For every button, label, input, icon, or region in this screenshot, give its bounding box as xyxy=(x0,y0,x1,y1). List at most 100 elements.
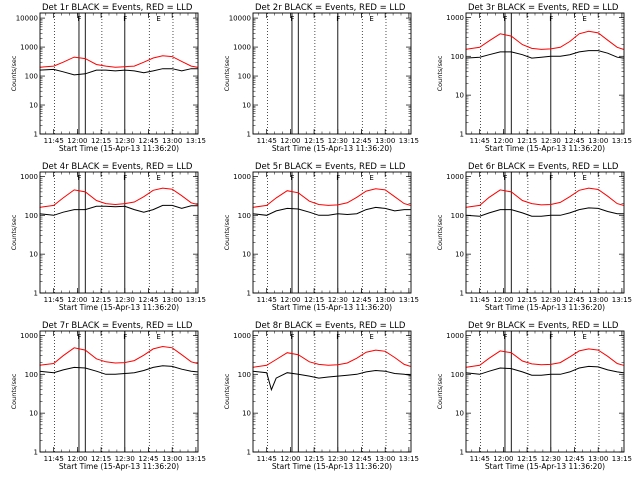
x-tick-label: 12:45 xyxy=(351,455,371,463)
y-tick-label: 1 xyxy=(34,449,38,457)
x-tick-label: 12:30 xyxy=(541,455,561,463)
y-tick-label: 100 xyxy=(451,371,464,379)
panel-det-8: Det 8r BLACK = Events, RED = LLD 1 10 100 10… xyxy=(223,321,419,471)
y-tick-label: 1 xyxy=(460,131,464,139)
x-tick-label: 12:15 xyxy=(91,296,111,304)
panel-title: Det 6r BLACK = Events, RED = LLD xyxy=(468,162,619,172)
y-tick-label: 10 xyxy=(29,251,38,259)
event-marker-label: F xyxy=(336,174,340,182)
panel-det-4: Det 4r BLACK = Events, RED = LLD 1 10 100 10… xyxy=(10,162,206,312)
x-tick-label: 11:45 xyxy=(44,455,64,463)
x-tick-label: 12:00 xyxy=(67,137,87,145)
x-axis-label: Start Time (15-Apr-13 11:36:20) xyxy=(59,144,179,153)
x-tick-label: 13:00 xyxy=(162,137,182,145)
series-events-line xyxy=(252,206,411,216)
x-tick-label: 13:15 xyxy=(399,137,419,145)
x-tick-label: 12:30 xyxy=(328,137,348,145)
x-tick-label: 12:15 xyxy=(91,137,111,145)
event-marker-label: F xyxy=(503,174,507,182)
series-lld-line xyxy=(39,55,198,68)
x-tick-label: 13:15 xyxy=(612,137,632,145)
event-marker-label: F xyxy=(123,174,127,182)
plot-frame xyxy=(252,12,412,135)
y-tick-label: 1000 xyxy=(20,173,38,181)
y-tick-label: 100 xyxy=(238,73,251,81)
event-marker-label: F xyxy=(503,333,507,341)
x-tick-label: 12:00 xyxy=(493,137,513,145)
x-tick-label: 13:00 xyxy=(162,455,182,463)
y-tick-label: 1000 xyxy=(233,332,251,340)
panel-title: Det 1r BLACK = Events, RED = LLD xyxy=(42,3,193,13)
x-tick-label: 13:15 xyxy=(186,296,206,304)
y-tick-label: 10 xyxy=(29,102,38,110)
y-tick-label: 1000 xyxy=(446,173,464,181)
event-marker-label: F xyxy=(549,15,553,23)
y-tick-label: 1 xyxy=(247,131,251,139)
panel-title: Det 9r BLACK = Events, RED = LLD xyxy=(468,321,619,331)
plot-frame xyxy=(252,171,412,294)
x-tick-label: 12:30 xyxy=(115,455,135,463)
panel-title: Det 3r BLACK = Events, RED = LLD xyxy=(468,3,619,13)
series-events-line xyxy=(252,369,411,392)
event-marker-label: E xyxy=(156,174,160,182)
x-tick-label: 12:00 xyxy=(67,455,87,463)
x-tick-label: 12:15 xyxy=(304,137,324,145)
panel-det-3: Det 3r BLACK = Events, RED = LLD 1 10 100 10… xyxy=(436,3,632,153)
panel-title: Det 5r BLACK = Events, RED = LLD xyxy=(255,162,406,172)
panel-det-2: Det 2r BLACK = Events, RED = LLD 1 10 100 10… xyxy=(223,3,419,153)
x-tick-label: 13:00 xyxy=(375,137,395,145)
x-tick-label: 13:15 xyxy=(399,296,419,304)
x-tick-label: 12:30 xyxy=(328,296,348,304)
x-tick-label: 13:15 xyxy=(186,455,206,463)
y-tick-label: 1 xyxy=(34,290,38,298)
x-tick-label: 12:45 xyxy=(138,455,158,463)
x-tick-label: 12:00 xyxy=(280,455,300,463)
series-events-line xyxy=(465,207,624,217)
panel-det-9: Det 9r BLACK = Events, RED = LLD 1 10 100 10… xyxy=(436,321,632,471)
y-axis-label: Counts/sec xyxy=(10,214,18,250)
y-tick-label: 10 xyxy=(455,251,464,259)
event-marker-label: F xyxy=(123,15,127,23)
panel-det-1: Det 1r BLACK = Events, RED = LLD 1 10 100 10… xyxy=(10,3,206,153)
x-tick-label: 13:15 xyxy=(612,455,632,463)
x-tick-label: 12:45 xyxy=(564,137,584,145)
x-axis-label: Start Time (15-Apr-13 11:36:20) xyxy=(59,462,179,471)
x-tick-label: 13:00 xyxy=(375,455,395,463)
y-tick-label: 100 xyxy=(238,371,251,379)
x-tick-label: 12:15 xyxy=(304,455,324,463)
series-lld-line xyxy=(39,187,198,208)
x-tick-label: 13:15 xyxy=(612,296,632,304)
y-axis-label: Counts/sec xyxy=(436,55,444,91)
x-tick-label: 12:45 xyxy=(138,296,158,304)
y-tick-label: 1 xyxy=(247,290,251,298)
y-axis-label: Counts/sec xyxy=(436,373,444,409)
series-lld-line xyxy=(465,30,624,50)
event-marker-label: E xyxy=(156,333,160,341)
series-lld-line xyxy=(252,188,411,208)
event-marker-label: E xyxy=(369,333,373,341)
y-tick-label: 100 xyxy=(25,73,38,81)
x-tick-label: 11:45 xyxy=(470,137,490,145)
x-tick-label: 12:45 xyxy=(138,137,158,145)
x-tick-label: 11:45 xyxy=(257,296,277,304)
x-tick-label: 12:00 xyxy=(493,455,513,463)
y-tick-label: 10000 xyxy=(16,15,38,23)
plot-frame xyxy=(39,12,199,135)
x-tick-label: 11:45 xyxy=(470,296,490,304)
x-tick-label: 12:30 xyxy=(541,296,561,304)
plot-frame xyxy=(39,330,199,453)
y-axis-label: Counts/sec xyxy=(436,214,444,250)
x-tick-label: 13:00 xyxy=(588,455,608,463)
y-tick-label: 10 xyxy=(455,92,464,100)
x-tick-label: 12:45 xyxy=(564,296,584,304)
series-lld-line xyxy=(252,349,411,368)
x-tick-label: 12:45 xyxy=(351,296,371,304)
y-tick-label: 1 xyxy=(460,290,464,298)
y-tick-label: 100 xyxy=(451,212,464,220)
x-tick-label: 12:30 xyxy=(115,296,135,304)
y-tick-label: 1000 xyxy=(446,332,464,340)
y-axis-label: Counts/sec xyxy=(10,373,18,409)
x-tick-label: 12:00 xyxy=(280,137,300,145)
panel-title: Det 7r BLACK = Events, RED = LLD xyxy=(42,321,193,331)
panel-det-7: Det 7r BLACK = Events, RED = LLD 1 10 100 10… xyxy=(10,321,206,471)
